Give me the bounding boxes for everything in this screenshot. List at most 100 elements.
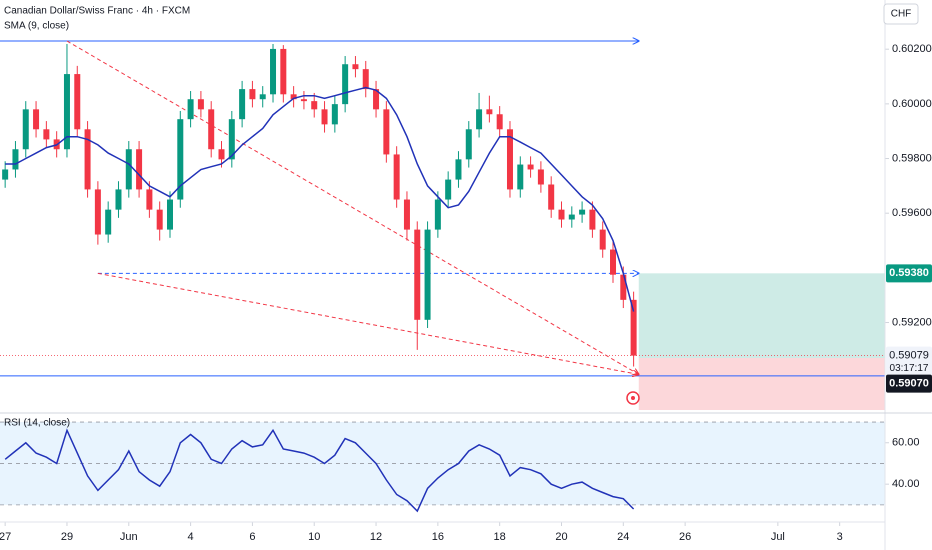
x-tick-label: 27 <box>0 531 11 543</box>
trend-line <box>97 272 639 374</box>
candle-body <box>270 48 277 95</box>
candle-body <box>486 109 493 115</box>
stop-zone <box>638 358 885 410</box>
candle-body <box>187 99 194 120</box>
candle-body <box>321 109 328 125</box>
candle-body <box>517 164 524 190</box>
x-tick-label: 29 <box>61 531 73 543</box>
current-badge-bg <box>886 346 932 377</box>
candle-body <box>125 149 132 190</box>
y-tick-label: 0.59600 <box>892 207 932 219</box>
y-tick-label: 0.59200 <box>892 316 932 328</box>
candle-body <box>208 109 215 150</box>
rsi-tick-label: 40.00 <box>892 478 920 490</box>
candle-body <box>136 149 143 190</box>
x-tick-label: 20 <box>555 531 567 543</box>
candle-body <box>311 101 318 110</box>
candle-body <box>259 94 266 100</box>
candle-body <box>12 149 19 170</box>
candle-body <box>373 89 380 110</box>
candle-body <box>403 199 410 230</box>
chart-title: Canadian Dollar/Swiss Franc · 4h · FXCM <box>4 6 190 17</box>
candle-body <box>630 299 637 356</box>
candle-body <box>589 209 596 230</box>
candle-body <box>558 209 565 220</box>
candle-body <box>424 229 431 320</box>
candle-body <box>393 154 400 200</box>
candle-body <box>383 109 390 155</box>
entry-badge-bg <box>886 374 932 393</box>
candle-body <box>342 64 349 105</box>
candle-body <box>496 114 503 130</box>
candle-body <box>352 64 359 70</box>
candle-body <box>527 164 534 170</box>
x-tick-label: 4 <box>188 531 194 543</box>
current-price-label: 0.59079 <box>889 350 929 362</box>
y-tick-label: 0.60200 <box>892 43 932 55</box>
x-tick-label: Jul <box>771 531 785 543</box>
candle-body <box>218 149 225 160</box>
x-tick-label: 3 <box>837 531 843 543</box>
candle-body <box>74 74 81 130</box>
candle-body <box>465 129 472 160</box>
rsi-title: RSI (14, close) <box>4 418 70 429</box>
candle-body <box>476 109 483 130</box>
candle-body <box>434 199 441 230</box>
candle-body <box>331 104 338 125</box>
candle-body <box>197 99 204 110</box>
candle-body <box>2 169 9 180</box>
currency[interactable]: CHF <box>891 9 912 20</box>
candle-body <box>280 48 287 95</box>
y-tick-label: 0.60000 <box>892 98 932 110</box>
x-tick-label: 12 <box>370 531 382 543</box>
indicator-label: SMA (9, close) <box>4 21 69 32</box>
candle-body <box>228 119 235 160</box>
candle-body <box>33 109 40 130</box>
candle-body <box>146 189 153 210</box>
alert-icon-dot <box>631 396 635 400</box>
x-tick-label: 26 <box>679 531 691 543</box>
rsi-line <box>4 428 635 513</box>
x-tick-label: 6 <box>249 531 255 543</box>
candle-body <box>105 209 112 235</box>
candle-body <box>156 209 163 230</box>
candle-body <box>620 274 627 300</box>
sma-line <box>5 86 635 312</box>
candle-body <box>249 89 256 100</box>
candle-body <box>177 119 184 200</box>
candle-body <box>166 199 173 230</box>
candle-body <box>579 209 586 215</box>
currency-box[interactable] <box>883 3 919 25</box>
candle-body <box>610 249 617 275</box>
entry-badge: 0.59070 <box>889 378 929 390</box>
candle-body <box>115 189 122 210</box>
candle-body <box>84 129 91 190</box>
countdown: 03:17:17 <box>890 363 929 374</box>
candle-body <box>362 69 369 90</box>
candle-body <box>290 94 297 100</box>
candle-body <box>445 179 452 200</box>
candle-body <box>455 159 462 180</box>
trend-line <box>66 40 639 374</box>
target-zone <box>638 273 885 359</box>
candle-body <box>599 229 606 250</box>
y-tick-label: 0.59800 <box>892 152 932 164</box>
candle-body <box>414 229 421 320</box>
x-tick-label: 10 <box>308 531 320 543</box>
candle-body <box>94 189 101 235</box>
candle-body <box>63 74 70 150</box>
candle-body <box>548 184 555 210</box>
x-tick-label: Jun <box>120 531 138 543</box>
candle-body <box>239 89 246 120</box>
candle-body <box>537 169 544 185</box>
x-tick-label: 18 <box>494 531 506 543</box>
target-badge: 0.59380 <box>889 267 929 279</box>
candle-body <box>43 129 50 140</box>
x-tick-label: 24 <box>617 531 629 543</box>
candle-body <box>300 99 307 102</box>
rsi-tick-label: 60.00 <box>892 437 920 449</box>
candle-body <box>568 214 575 220</box>
x-tick-label: 16 <box>432 531 444 543</box>
candle-body <box>22 109 29 150</box>
